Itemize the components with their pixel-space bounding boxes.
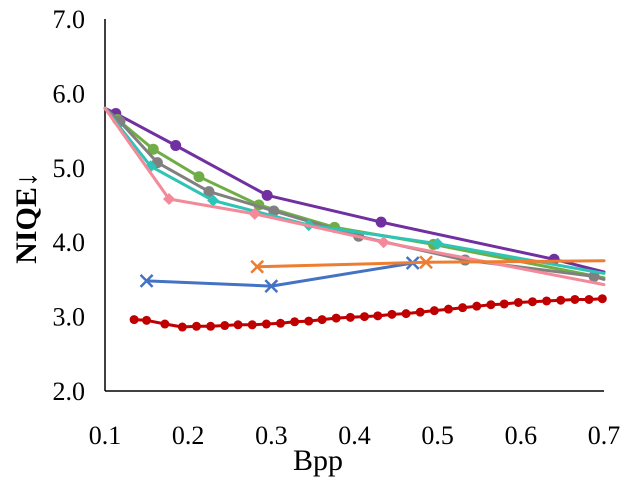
data-point xyxy=(419,255,433,270)
data-point xyxy=(170,139,182,151)
data-point xyxy=(443,304,453,314)
data-point xyxy=(275,318,285,328)
data-point xyxy=(268,205,280,217)
data-point xyxy=(203,186,215,198)
data-point xyxy=(377,236,390,249)
data-point xyxy=(129,315,139,325)
data-point xyxy=(584,294,594,304)
x-tick-label: 0.4 xyxy=(338,421,371,450)
y-tick-label: 7.0 xyxy=(53,5,86,34)
tick-labels: 0.1 0.2 0.3 0.4 0.5 0.6 0.7 2.0 3.0 4.0 5.0 6.0 7.0 xyxy=(53,5,621,450)
series-line-red xyxy=(132,297,604,329)
data-point xyxy=(304,316,314,326)
y-tick-label: 6.0 xyxy=(53,79,86,108)
data-point xyxy=(233,320,243,330)
data-point xyxy=(359,312,369,322)
data-point xyxy=(513,297,523,307)
data-point xyxy=(142,315,152,325)
data-point xyxy=(345,312,355,322)
y-tick-label: 2.0 xyxy=(53,377,86,406)
data-point xyxy=(542,296,552,306)
data-point xyxy=(375,216,387,228)
data-point xyxy=(139,274,154,288)
y-tick-label: 5.0 xyxy=(53,154,86,183)
data-point xyxy=(415,307,425,317)
data-point xyxy=(486,300,496,310)
data-point xyxy=(527,297,537,307)
data-point xyxy=(570,294,580,304)
x-tick-label: 0.7 xyxy=(588,421,621,450)
data-point xyxy=(160,319,170,329)
data-point xyxy=(401,309,411,319)
x-tick-label: 0.3 xyxy=(255,421,288,450)
y-axis-title: NIQE↓ xyxy=(10,172,43,264)
data-point xyxy=(261,319,271,329)
y-tick-label: 3.0 xyxy=(53,303,86,332)
plot-area xyxy=(104,19,604,392)
y-tick-label: 4.0 xyxy=(53,228,86,257)
series-line-teal xyxy=(103,106,606,275)
series-layer xyxy=(103,106,607,332)
data-point xyxy=(472,301,482,311)
data-point xyxy=(248,207,261,220)
series-red xyxy=(129,294,607,332)
data-point xyxy=(597,294,607,304)
data-point xyxy=(163,193,176,206)
data-point xyxy=(206,321,216,331)
x-tick-label: 0.5 xyxy=(421,421,454,450)
data-point xyxy=(431,237,444,250)
data-point xyxy=(588,270,600,282)
data-point xyxy=(317,315,327,325)
data-point xyxy=(191,321,201,331)
x-axis-title: Bpp xyxy=(293,444,343,477)
data-point xyxy=(499,299,509,309)
data-point xyxy=(247,320,257,330)
data-point xyxy=(147,143,159,155)
data-point xyxy=(261,189,273,201)
x-tick-label: 0.6 xyxy=(505,421,538,450)
data-point xyxy=(429,306,439,316)
data-point xyxy=(331,313,341,323)
data-point xyxy=(220,321,230,331)
data-point xyxy=(264,279,279,293)
data-point xyxy=(207,194,220,207)
series-pink xyxy=(103,106,606,287)
x-tick-label: 0.1 xyxy=(89,421,122,450)
data-point xyxy=(177,322,187,332)
data-point xyxy=(458,303,468,313)
x-tick-label: 0.2 xyxy=(172,421,205,450)
data-point xyxy=(556,295,566,305)
series-teal xyxy=(103,106,606,275)
series-orange xyxy=(250,255,606,274)
data-point xyxy=(193,171,205,183)
data-point xyxy=(290,317,300,327)
data-point xyxy=(250,259,265,274)
data-point xyxy=(373,311,383,321)
data-point xyxy=(387,309,397,319)
